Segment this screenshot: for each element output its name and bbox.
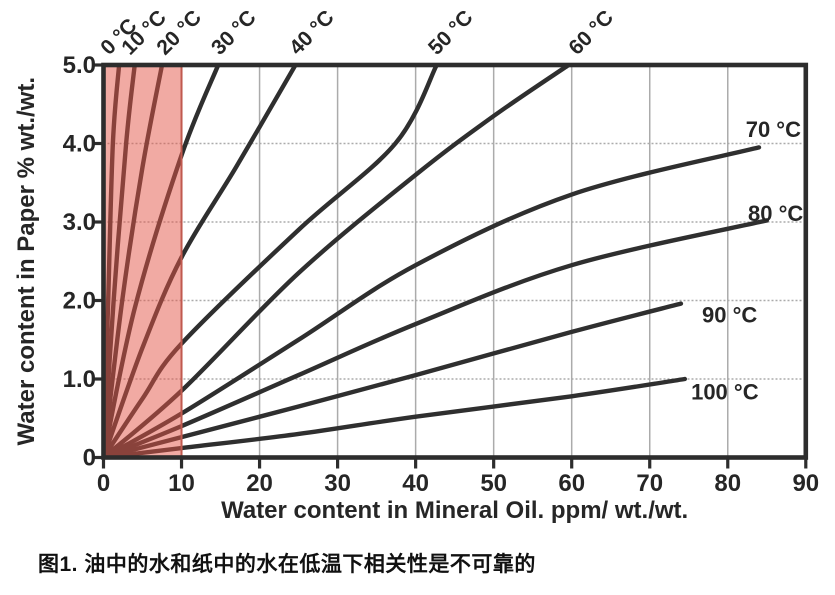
curve-label-50c: 50 °C	[424, 6, 478, 60]
x-tick-label: 60	[558, 470, 585, 497]
curve-label-70c: 70 °C	[746, 117, 801, 142]
x-tick-label: 70	[636, 470, 663, 497]
y-tick-label: 1.0	[63, 366, 96, 393]
curve-label-40c: 40 °C	[285, 6, 339, 60]
x-tick-label: 10	[168, 470, 195, 497]
y-tick-label: 0	[83, 445, 96, 472]
x-tick-label: 80	[714, 470, 741, 497]
y-tick-label: 4.0	[63, 131, 96, 158]
x-tick-label: 40	[402, 470, 429, 497]
x-tick-label: 30	[324, 470, 351, 497]
y-tick-label: 3.0	[63, 209, 96, 236]
x-tick-label: 0	[97, 470, 110, 497]
curve-label-100c: 100 °C	[691, 379, 759, 404]
x-tick-label: 90	[792, 470, 819, 497]
x-tick-label: 50	[480, 470, 507, 497]
x-tick-label: 20	[246, 470, 273, 497]
x-axis-title: Water content in Mineral Oil. ppm/ wt./w…	[221, 497, 688, 524]
figure-caption: 图1. 油中的水和纸中的水在低温下相关性是不可靠的	[38, 553, 536, 576]
y-tick-label: 5.0	[63, 52, 96, 79]
curve-label-80c: 80 °C	[748, 201, 803, 226]
plot-frame	[101, 62, 809, 460]
curve-label-30c: 30 °C	[207, 6, 261, 60]
y-axis-title: Water content in Paper % wt./wt.	[13, 77, 40, 445]
curve-label-60c: 60 °C	[564, 6, 618, 60]
curve-label-90c: 90 °C	[702, 302, 757, 327]
y-tick-label: 2.0	[63, 288, 96, 315]
low-temp-unreliable-region	[102, 64, 183, 459]
curve-70c	[101, 145, 762, 460]
curve-100c	[101, 376, 688, 460]
moisture-equilibrium-chart: 0 10 20 30 40 50 60 70 80 90 0 1.0 2.0 3.0 4.0 5.0 Water…	[13, 6, 819, 524]
